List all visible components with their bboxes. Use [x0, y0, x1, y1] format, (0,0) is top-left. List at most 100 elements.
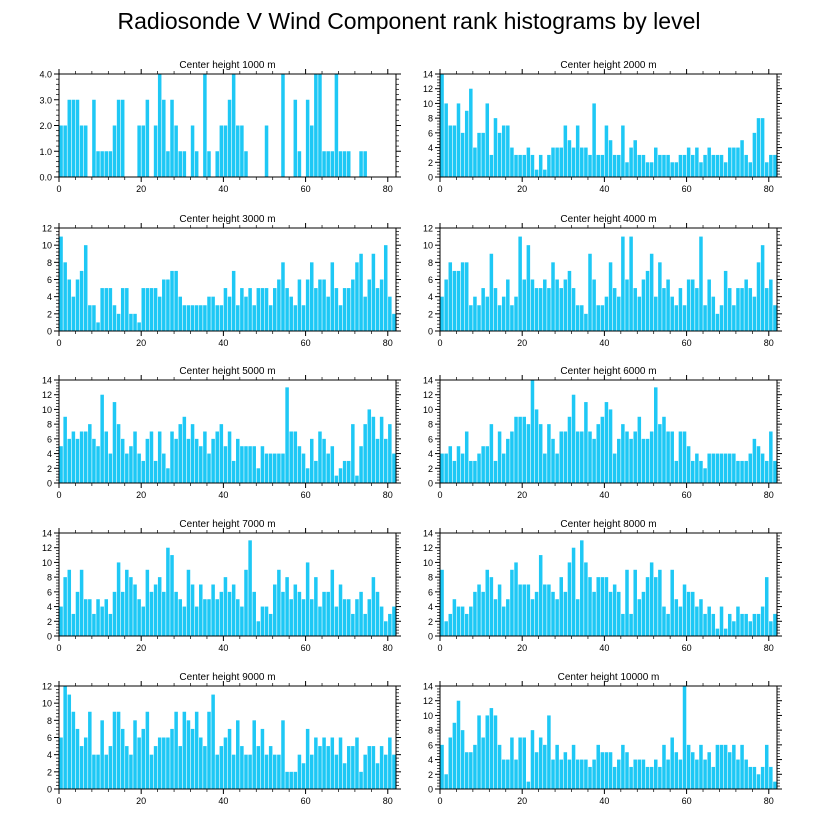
- y-tick-label: 10: [42, 558, 52, 568]
- bar: [116, 711, 121, 789]
- bar: [588, 577, 592, 636]
- bar: [392, 606, 396, 636]
- bar: [178, 296, 182, 331]
- bar: [448, 613, 453, 636]
- panel-3: Center height 3000 m 0 2 4 6 8 10 12 0 20 40 60 80: [42, 214, 401, 348]
- bar: [334, 754, 339, 789]
- bar: [277, 569, 281, 636]
- bar: [285, 771, 289, 789]
- y-tick-label: 0.0: [39, 173, 52, 183]
- bar: [662, 416, 666, 483]
- panel-1: Center height 1000 m 0.0 1.0 2.0 3.0 4.0 0 20 40…: [39, 60, 401, 194]
- bar: [383, 438, 388, 483]
- bar: [547, 715, 551, 789]
- bar: [383, 245, 388, 331]
- y-tick-label: 6: [47, 587, 52, 597]
- bar: [452, 722, 457, 789]
- bar: [207, 711, 211, 789]
- bar: [769, 279, 773, 331]
- bar: [477, 584, 481, 636]
- bar: [534, 288, 539, 331]
- bar: [600, 154, 605, 177]
- bar: [489, 154, 494, 177]
- x-tick-label: 20: [136, 643, 146, 653]
- bar: [617, 591, 621, 636]
- x-tick-label: 20: [517, 643, 527, 653]
- bar: [621, 424, 625, 483]
- bar: [63, 416, 67, 483]
- bar: [157, 431, 162, 483]
- bar: [194, 606, 199, 636]
- bar: [715, 313, 720, 331]
- bar: [530, 599, 535, 636]
- bar: [485, 296, 490, 331]
- bar: [112, 125, 117, 177]
- y-tick-label: 14: [42, 376, 52, 386]
- x-tick-label: 80: [383, 796, 393, 806]
- panel-7: Center height 7000 m 0 2 4 6 8 10 12 14 0 20 40 60 80: [42, 519, 401, 653]
- bar: [96, 599, 100, 636]
- bar: [141, 728, 146, 789]
- bar: [543, 744, 547, 789]
- bar: [71, 711, 76, 789]
- bar: [190, 125, 195, 177]
- bar: [75, 438, 80, 483]
- bar: [162, 453, 166, 483]
- bar: [604, 296, 609, 331]
- bar: [236, 305, 240, 331]
- bar: [674, 752, 679, 789]
- bar: [145, 711, 150, 789]
- bar: [764, 288, 769, 331]
- bar: [264, 453, 269, 483]
- bar: [383, 621, 388, 636]
- bar: [506, 759, 510, 789]
- bar: [182, 416, 187, 483]
- bar: [744, 759, 748, 789]
- y-tick-label: 0: [47, 327, 52, 337]
- y-tick-label: 0: [428, 632, 433, 642]
- bar: [112, 591, 117, 636]
- bar: [760, 118, 765, 177]
- bar: [526, 584, 531, 636]
- y-tick-label: 2: [428, 309, 433, 319]
- bar: [293, 99, 298, 177]
- bar: [469, 460, 473, 483]
- bar: [756, 613, 761, 636]
- bar: [547, 584, 551, 636]
- bar: [551, 262, 555, 331]
- bar: [330, 262, 335, 331]
- bar: [137, 737, 141, 789]
- bar: [219, 746, 224, 789]
- bar: [645, 270, 650, 331]
- bar: [186, 438, 191, 483]
- bar: [388, 613, 392, 636]
- bar: [703, 613, 707, 636]
- bar: [166, 547, 170, 636]
- bar: [166, 279, 170, 331]
- bar: [166, 737, 170, 789]
- bar: [92, 754, 96, 789]
- x-tick-label: 40: [218, 643, 228, 653]
- bar: [297, 279, 302, 331]
- bar: [293, 584, 298, 636]
- bar: [547, 288, 551, 331]
- bar: [157, 74, 162, 177]
- bar: [769, 766, 773, 789]
- bar: [686, 744, 691, 789]
- y-tick-label: 0: [47, 785, 52, 795]
- bar: [748, 621, 753, 636]
- bar: [186, 305, 191, 331]
- bar: [227, 296, 232, 331]
- bar: [617, 296, 621, 331]
- bar: [137, 125, 141, 177]
- bar: [690, 154, 695, 177]
- bar: [485, 446, 490, 483]
- bar: [740, 288, 744, 331]
- bar: [559, 147, 563, 177]
- bar: [351, 746, 355, 789]
- bar: [375, 288, 380, 331]
- bar: [612, 288, 617, 331]
- bar: [723, 744, 728, 789]
- bar: [637, 759, 642, 789]
- y-tick-label: 10: [42, 241, 52, 251]
